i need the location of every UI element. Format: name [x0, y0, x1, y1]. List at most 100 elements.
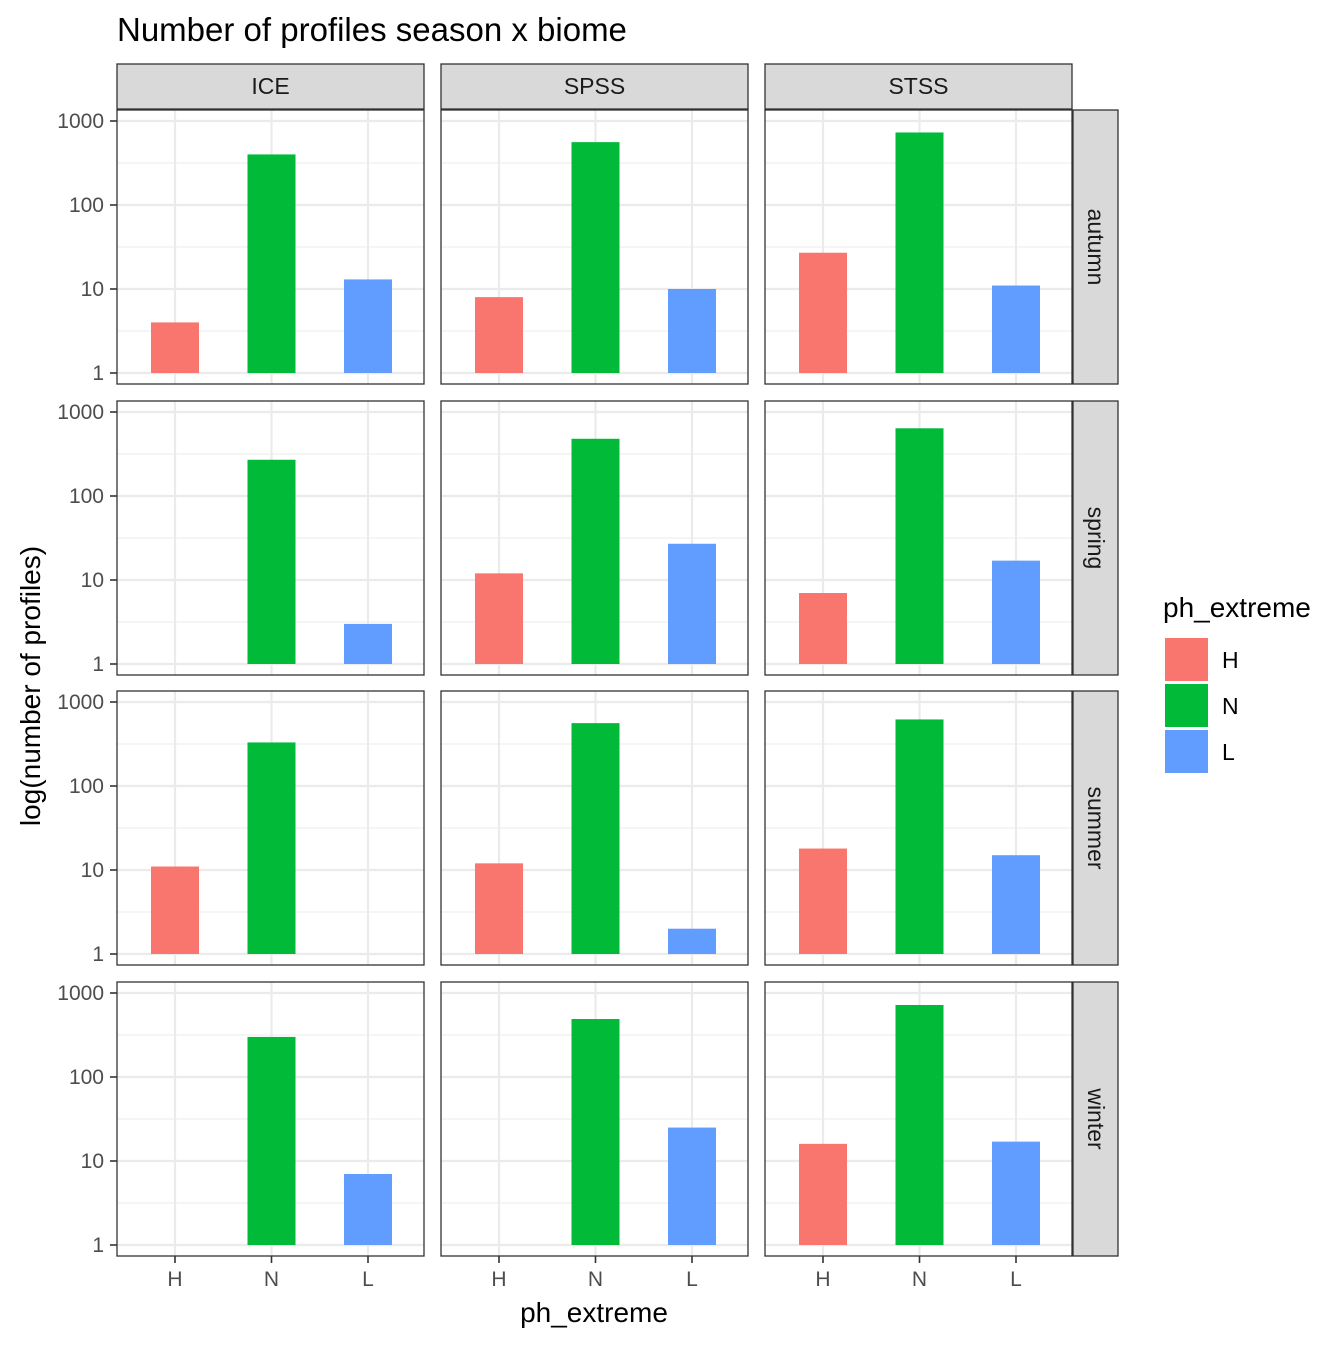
bar-N	[895, 132, 944, 373]
x-tick-label: N	[912, 1268, 927, 1291]
panel-autumn-ice	[116, 109, 425, 385]
strip-row-winter	[1072, 981, 1119, 1257]
axes: 1 10 100 1000 1 10 100 1000 1 10 100 1000 1 10 100 1000…	[57, 110, 1022, 1291]
bar-L	[344, 1174, 392, 1245]
panel-spring-spss	[440, 400, 749, 676]
strip-row-label: winter	[1083, 1087, 1109, 1150]
panel-border	[764, 400, 1073, 676]
panel-summer-stss	[764, 690, 1073, 966]
panel-autumn-stss	[764, 109, 1073, 385]
bar-N	[895, 428, 944, 664]
bar-L	[992, 855, 1040, 954]
bar-N	[247, 1036, 296, 1245]
panel-border	[116, 109, 425, 385]
panel-winter-stss	[764, 981, 1073, 1257]
panel-spring-stss	[764, 400, 1073, 676]
facet-panels	[116, 109, 1073, 1257]
bar-N	[571, 142, 620, 373]
y-tick-label: 100	[69, 1066, 104, 1089]
panel-spring-ice	[116, 400, 425, 676]
y-tick-label: 1	[92, 653, 104, 676]
x-tick-label: H	[491, 1268, 506, 1291]
panel-border	[764, 690, 1073, 966]
bar-H	[475, 863, 523, 954]
panel-border	[764, 109, 1073, 385]
bar-H	[799, 1143, 847, 1245]
bar-L	[344, 623, 392, 664]
bar-N	[895, 719, 944, 954]
bar-N	[247, 154, 296, 373]
strip-col-ice	[116, 63, 425, 110]
bar-H	[799, 848, 847, 954]
panel-winter-ice	[116, 981, 425, 1257]
legend-label: H	[1222, 647, 1239, 673]
x-tick-label: N	[588, 1268, 603, 1291]
panel-summer-ice	[116, 690, 425, 966]
bar-H	[799, 252, 847, 373]
y-tick-label: 1	[92, 1234, 104, 1257]
x-tick-label: L	[686, 1268, 698, 1291]
y-tick-label: 10	[81, 859, 104, 882]
y-tick-label: 10	[81, 278, 104, 301]
y-tick-label: 100	[69, 775, 104, 798]
bar-H	[151, 866, 199, 954]
legend-key-H	[1165, 638, 1208, 681]
y-tick-label: 10	[81, 569, 104, 592]
panel-autumn-spss	[440, 109, 749, 385]
bar-L	[668, 928, 716, 954]
strip-col-label: SPSS	[564, 73, 625, 99]
legend: ph_extreme HNL	[1163, 592, 1311, 773]
bar-N	[571, 438, 620, 664]
legend-title: ph_extreme	[1163, 592, 1311, 623]
strip-col-stss	[764, 63, 1073, 110]
panel-border	[440, 690, 749, 966]
bar-N	[247, 742, 296, 954]
y-tick-label: 1000	[57, 982, 104, 1005]
bar-H	[475, 297, 523, 373]
bar-L	[992, 285, 1040, 373]
panel-winter-spss	[440, 981, 749, 1257]
bar-L	[668, 289, 716, 373]
strip-row-spring	[1072, 400, 1119, 676]
bar-L	[344, 279, 392, 373]
x-tick-label: L	[362, 1268, 374, 1291]
panel-border	[440, 400, 749, 676]
panel-summer-spss	[440, 690, 749, 966]
legend-key-N	[1165, 684, 1208, 727]
facet-strips: ICE SPSS STSS autumn spring summer winter	[116, 63, 1119, 1257]
bar-H	[799, 593, 847, 664]
legend-label: L	[1222, 739, 1235, 765]
bar-H	[151, 322, 199, 373]
y-tick-label: 100	[69, 194, 104, 217]
panel-border	[116, 400, 425, 676]
y-tick-label: 100	[69, 485, 104, 508]
y-axis-title: log(number of profiles)	[15, 546, 46, 826]
bar-N	[895, 1004, 944, 1245]
strip-col-spss	[440, 63, 749, 110]
bar-H	[475, 573, 523, 664]
y-tick-label: 1	[92, 943, 104, 966]
strip-row-label: summer	[1083, 786, 1109, 869]
x-tick-label: H	[815, 1268, 830, 1291]
y-tick-label: 1000	[57, 401, 104, 424]
bar-N	[247, 459, 296, 664]
panel-border	[116, 690, 425, 966]
y-tick-label: 1000	[57, 110, 104, 133]
x-axis-title: ph_extreme	[520, 1297, 668, 1328]
panel-border	[764, 981, 1073, 1257]
bar-L	[668, 1127, 716, 1245]
panel-border	[440, 109, 749, 385]
legend-key-L	[1165, 730, 1208, 773]
panel-border	[116, 981, 425, 1257]
strip-col-label: ICE	[251, 73, 289, 99]
strip-row-label: autumn	[1083, 209, 1109, 286]
chart-title: Number of profiles season x biome	[117, 11, 627, 48]
strip-row-label: spring	[1083, 507, 1109, 570]
strip-col-label: STSS	[888, 73, 948, 99]
bar-L	[992, 1141, 1040, 1245]
x-tick-label: L	[1010, 1268, 1022, 1291]
panel-border	[440, 981, 749, 1257]
x-tick-label: H	[167, 1268, 182, 1291]
bar-L	[668, 543, 716, 664]
legend-label: N	[1222, 693, 1239, 719]
